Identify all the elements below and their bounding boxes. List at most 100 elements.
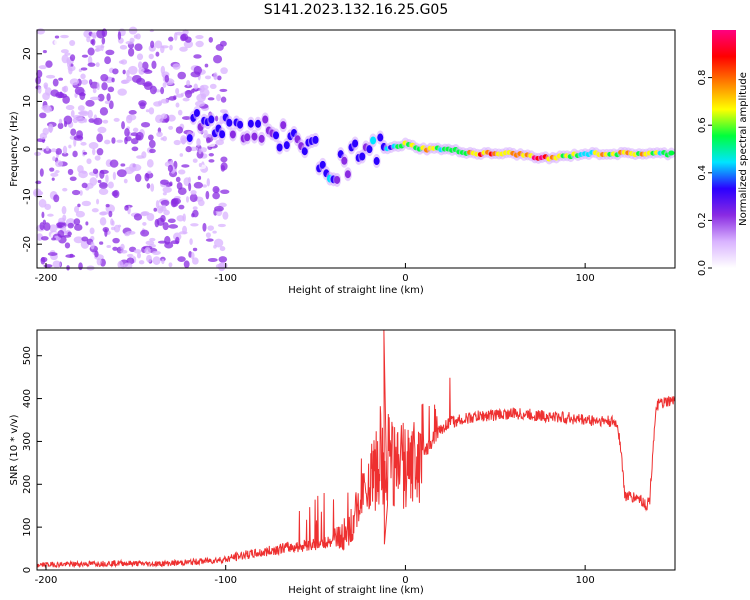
heatmap-noise-blob [176, 215, 185, 222]
heatmap-noise-blob [162, 82, 167, 88]
colorbar-tick-label: 0.2 [697, 212, 708, 228]
heatmap-noise-blob [118, 60, 124, 64]
heatmap-noise-blob [167, 218, 176, 224]
heatmap-noise-blob [145, 172, 154, 179]
heatmap-noise-blob [52, 78, 59, 87]
y-tick-label: 500 [22, 346, 33, 365]
x-tick-label: 100 [576, 575, 595, 586]
heatmap-noise-blob [85, 221, 89, 226]
heatmap-noise-blob [173, 232, 182, 241]
colorbar: 0.0 0.2 0.4 0.6 0.8 Normalized spectral ampl… [697, 30, 749, 276]
heatmap-noise-blob [138, 100, 147, 107]
heatmap-noise-blob [58, 118, 63, 124]
heatmap-noise-blob [183, 40, 194, 49]
heatmap-noise-blob [132, 127, 139, 133]
heatmap-noise-blob [214, 205, 224, 212]
heatmap-noise-blob [60, 34, 69, 39]
heatmap-noise-blob [149, 237, 156, 242]
heatmap-noise-blob [49, 167, 55, 172]
heatmap-noise-blob [175, 102, 180, 108]
heatmap-noise-blob [160, 65, 166, 75]
heatmap-noise-blob [149, 85, 157, 95]
heatmap-noise-blob [72, 150, 78, 158]
heatmap-ridge-cell [208, 115, 215, 124]
heatmap-noise-blob [81, 54, 89, 58]
colorbar-label: Normalized spectral amplitude [738, 72, 749, 226]
heatmap-ridge-cell [251, 132, 258, 141]
heatmap-noise-blob [96, 29, 106, 39]
heatmap-noise-blob [219, 88, 228, 92]
heatmap-noise-blob [207, 257, 218, 263]
heatmap-noise-blob [99, 107, 109, 116]
heatmap-noise-blob [85, 123, 91, 132]
y-tick-label: 10 [22, 95, 33, 108]
heatmap-noise-blob [158, 263, 163, 269]
heatmap-noise-blob [81, 200, 92, 207]
heatmap-noise-blob [77, 165, 84, 174]
heatmap-noise-blob [131, 146, 139, 152]
heatmap-noise-blob [96, 257, 102, 266]
heatmap-noise-blob [92, 168, 99, 175]
heatmap-noise-blob [193, 83, 198, 90]
heatmap-noise-blob [160, 98, 170, 104]
heatmap-noise-blob [129, 163, 137, 172]
heatmap-noise-blob [75, 210, 85, 218]
heatmap-noise-blob [162, 136, 168, 142]
heatmap-noise-blob [175, 236, 180, 245]
heatmap-noise-blob [92, 88, 97, 94]
heatmap-noise-blob [80, 67, 88, 71]
heatmap-noise-blob [104, 100, 111, 105]
heatmap-noise-blob [105, 174, 109, 184]
heatmap-noise-blob [156, 131, 163, 138]
heatmap-noise-blob [186, 79, 191, 87]
heatmap-noise-blob [169, 44, 173, 51]
heatmap-noise-blob [107, 181, 114, 189]
heatmap-noise-blob [55, 148, 63, 155]
heatmap-noise-blob [73, 138, 77, 147]
heatmap-noise-blob [98, 188, 109, 195]
heatmap-noise-blob [190, 190, 197, 195]
heatmap-noise-blob [180, 135, 187, 144]
heatmap-noise-blob [73, 206, 80, 213]
heatmap-noise-blob [104, 56, 111, 65]
heatmap-noise-blob [130, 138, 139, 145]
heatmap-noise-blob [146, 183, 151, 189]
heatmap-noise-blob [164, 242, 174, 249]
heatmap-noise-blob [181, 164, 190, 168]
heatmap-noise-blob [198, 148, 202, 154]
heatmap-noise-blob [36, 28, 45, 35]
heatmap-noise-blob [68, 67, 73, 75]
heatmap-noise-blob [112, 189, 120, 199]
heatmap-noise-blob [172, 63, 181, 70]
heatmap-noise-blob [182, 225, 188, 235]
heatmap-noise-blob [130, 132, 139, 137]
heatmap-noise-blob [137, 61, 143, 70]
snr-series-line [37, 330, 675, 569]
heatmap-noise-blob [38, 65, 47, 70]
heatmap-noise-blob [190, 223, 199, 227]
y-tick-label: 0 [22, 146, 33, 152]
heatmap-noise-blob [61, 152, 69, 157]
y-tick-label: -10 [22, 188, 33, 204]
spectrogram-x-axis-label: Height of straight line (km) [288, 285, 424, 296]
colorbar-gradient [712, 30, 736, 268]
heatmap-noise-blob [220, 189, 230, 194]
heatmap-noise-blob [178, 204, 185, 210]
heatmap-noise-blob [220, 156, 228, 163]
heatmap-noise-blob [200, 147, 207, 153]
heatmap-noise-blob [123, 262, 133, 270]
heatmap-noise-blob [87, 62, 96, 67]
heatmap-noise-blob [111, 77, 115, 83]
heatmap-noise-blob [138, 67, 145, 75]
heatmap-noise-blob [177, 256, 186, 263]
heatmap-noise-blob [106, 93, 111, 102]
heatmap-noise-blob [104, 139, 111, 145]
heatmap-noise-blob [56, 222, 66, 228]
heatmap-noise-blob [73, 218, 81, 226]
heatmap-noise-blob [94, 155, 101, 161]
heatmap-noise-blob [77, 111, 88, 115]
heatmap-noise-blob [125, 40, 134, 45]
heatmap-noise-blob [141, 151, 147, 159]
heatmap-noise-blob [52, 260, 61, 268]
